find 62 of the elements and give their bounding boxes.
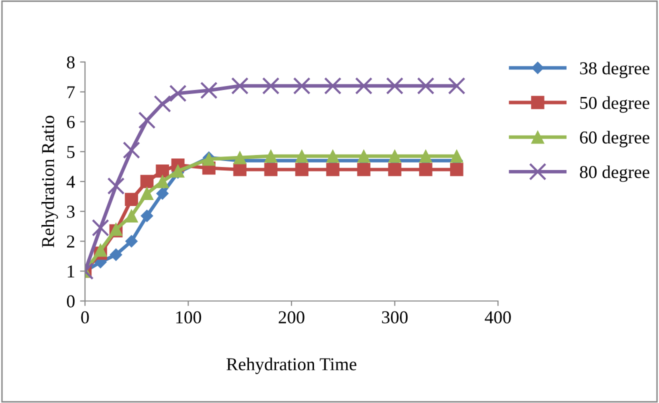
y-axis-title: Rehydration Ratio	[41, 116, 58, 248]
y-tick-label: 8	[66, 56, 75, 68]
y-tick-label: 2	[67, 236, 74, 248]
point	[324, 77, 342, 95]
point	[262, 77, 280, 95]
point	[419, 150, 432, 163]
point	[388, 162, 402, 176]
point	[295, 150, 308, 163]
x-tick-label: 100	[176, 311, 202, 324]
point	[156, 187, 169, 200]
point	[450, 162, 464, 176]
y-tick-label: 4	[66, 176, 75, 188]
point	[419, 162, 432, 176]
x-tick-label: 0	[81, 311, 89, 324]
point	[107, 177, 125, 195]
point	[295, 162, 308, 176]
point	[125, 235, 138, 248]
x-tick-label: 200	[278, 311, 304, 324]
point	[264, 162, 278, 176]
legend-label: 38 degree	[580, 62, 650, 78]
point	[156, 164, 170, 178]
y-tick-label: 3	[67, 206, 75, 218]
point	[231, 77, 249, 95]
point	[122, 141, 140, 159]
point	[124, 209, 138, 222]
legend-label: 50 degree	[580, 96, 650, 113]
point	[110, 248, 122, 261]
point	[355, 77, 372, 95]
point	[357, 150, 370, 163]
point	[450, 150, 464, 163]
point	[417, 77, 434, 95]
point	[200, 82, 218, 100]
point	[140, 210, 154, 222]
legend-label: 60 degree	[580, 130, 650, 148]
y-tick-label: 5	[67, 146, 75, 158]
point	[388, 150, 402, 163]
legend-label: 80 degree	[580, 165, 650, 182]
point	[124, 192, 138, 206]
point	[233, 162, 246, 176]
y-tick-label: 1	[68, 265, 74, 278]
point	[140, 186, 154, 200]
y-tick-label: 6	[67, 116, 75, 128]
point	[357, 162, 370, 176]
point	[138, 112, 156, 129]
point	[94, 244, 108, 257]
point	[169, 84, 187, 102]
x-tick-label: 300	[382, 311, 408, 324]
point	[233, 151, 246, 164]
point	[156, 174, 170, 188]
point	[154, 95, 172, 113]
point	[92, 219, 110, 236]
point	[293, 77, 311, 95]
x-tick-label: 400	[484, 311, 511, 324]
point	[264, 150, 278, 163]
point	[326, 162, 340, 176]
y-tick-label: 0	[66, 295, 75, 308]
y-tick-label: 7	[67, 86, 75, 98]
point	[448, 77, 466, 95]
point	[140, 174, 154, 188]
x-axis-title: Rehydration Time	[226, 358, 356, 374]
point	[326, 150, 340, 163]
point	[386, 77, 404, 95]
